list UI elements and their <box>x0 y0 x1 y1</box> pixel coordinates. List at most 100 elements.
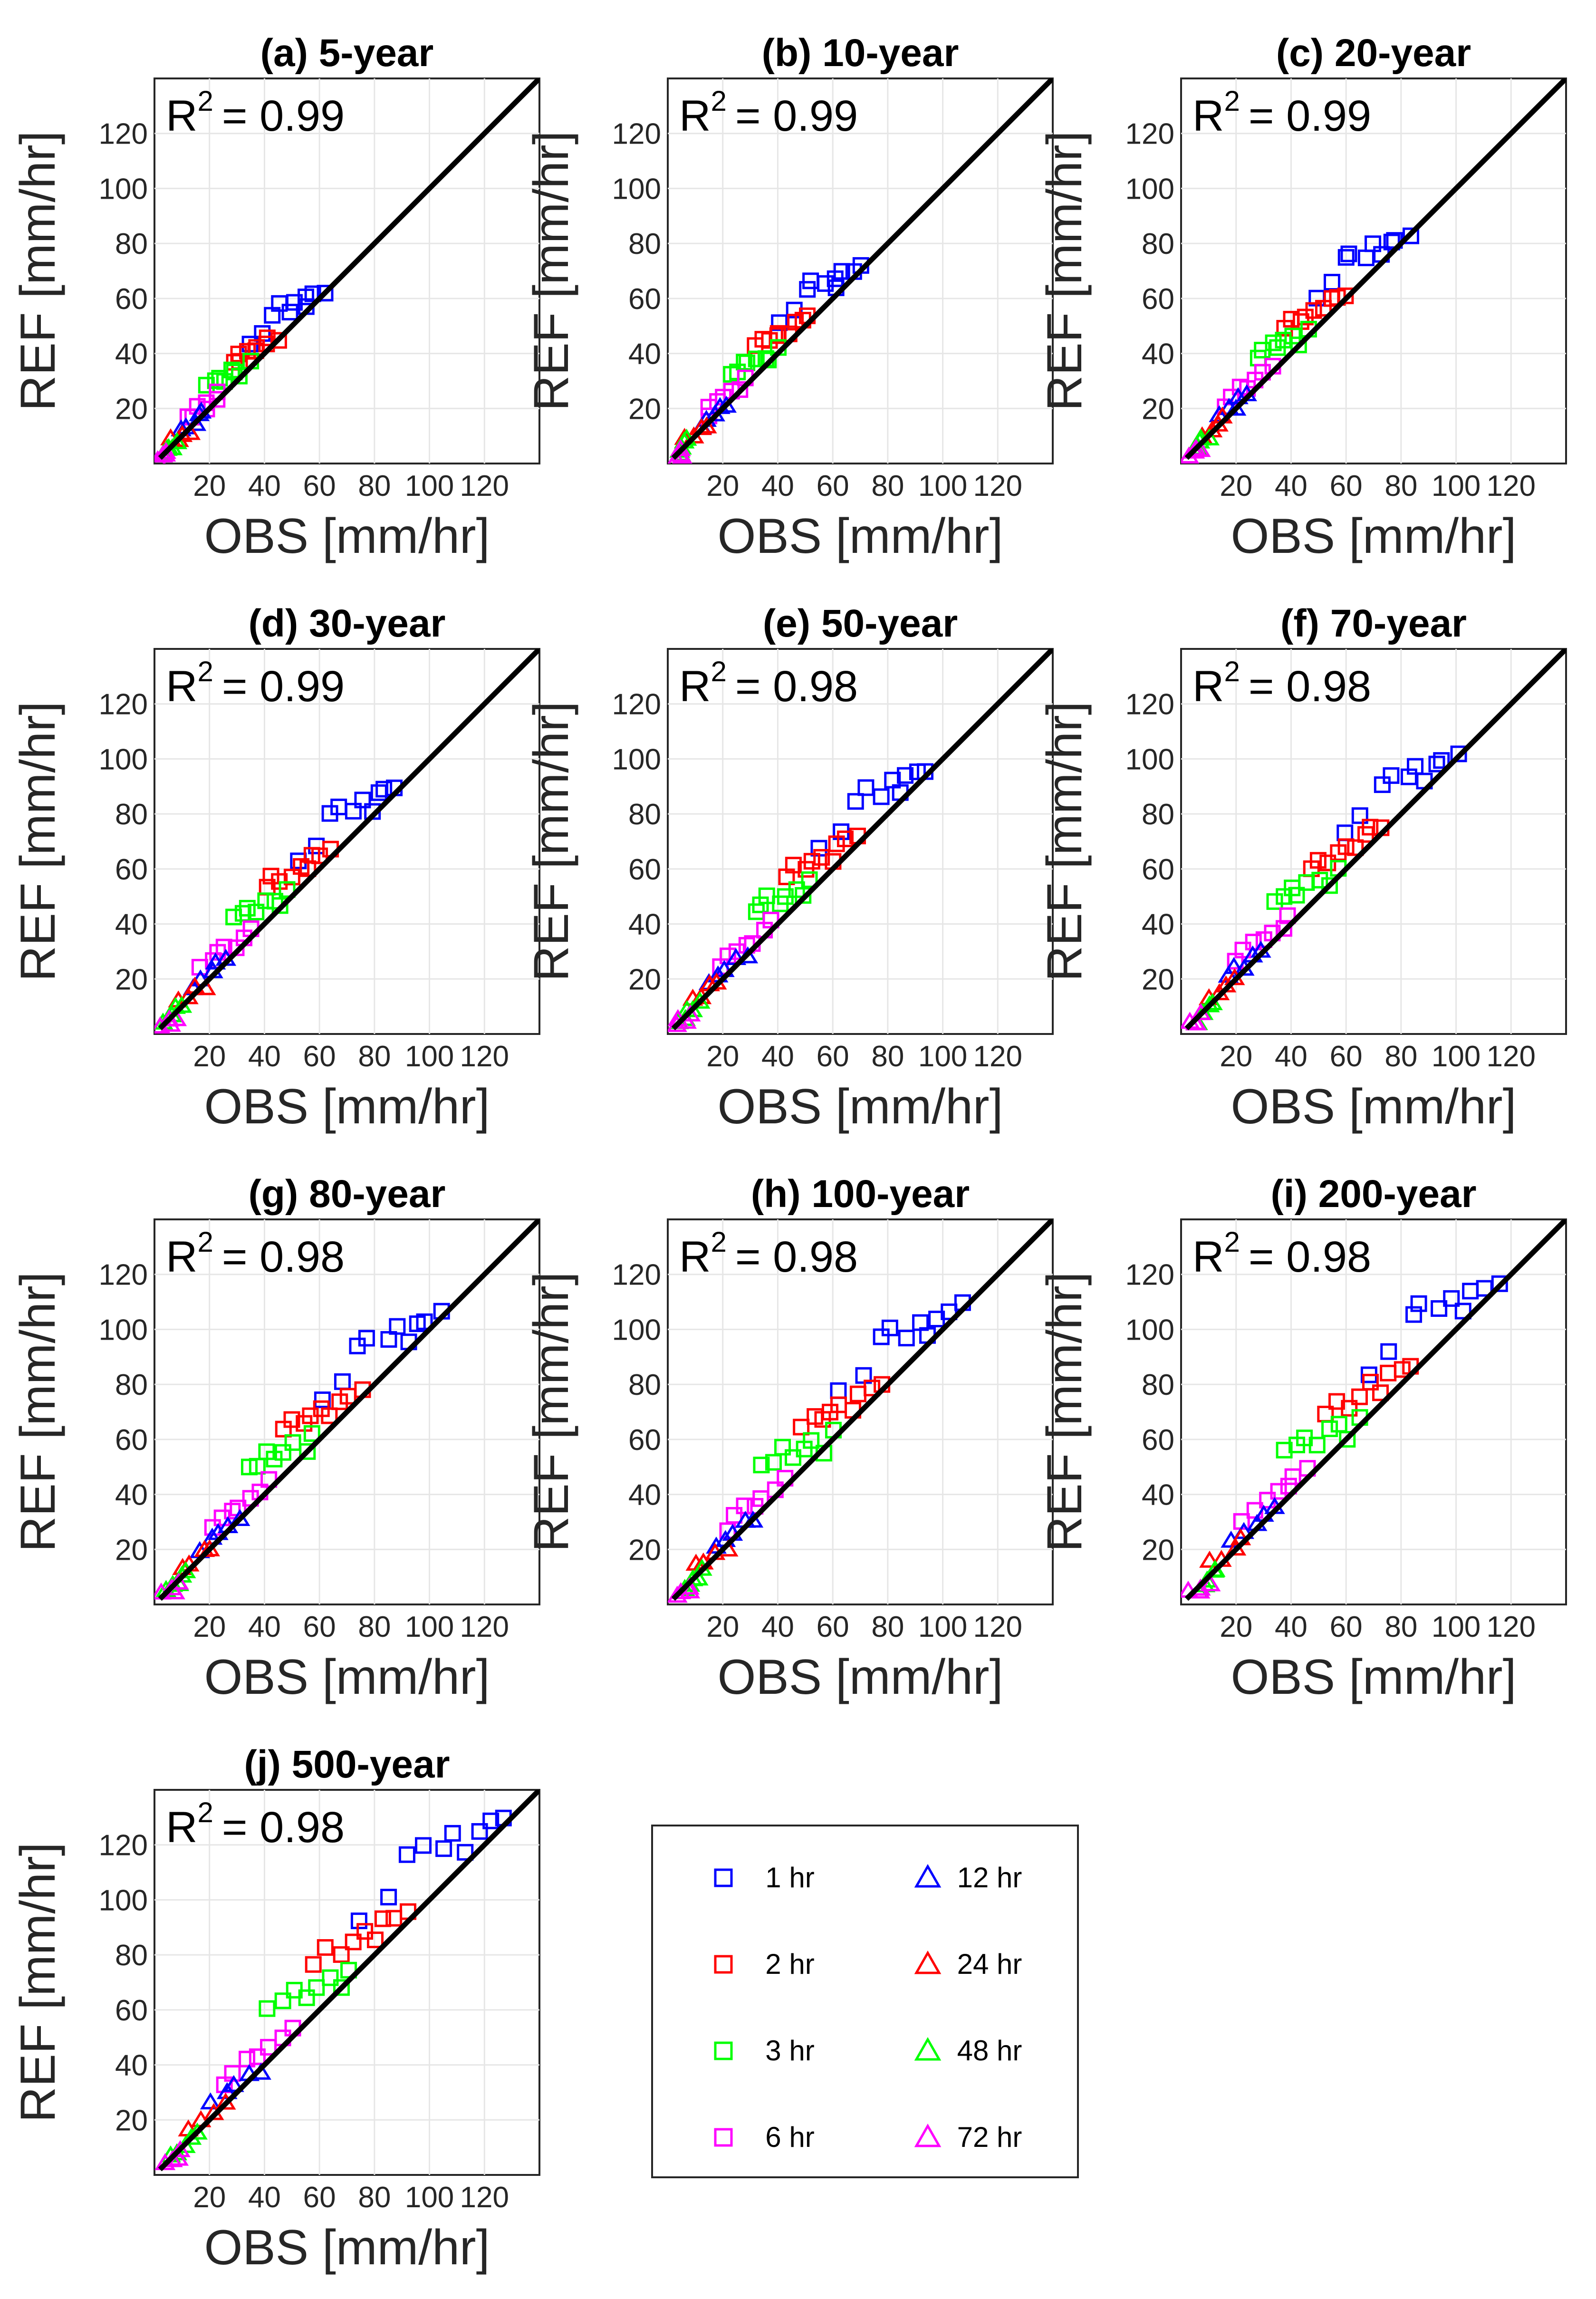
data-point <box>1372 1384 1389 1401</box>
data-point <box>748 350 765 367</box>
data-point <box>317 285 334 302</box>
legend-label: 2 hr <box>765 1948 814 1980</box>
r-squared-label: R2 = 0.98 <box>679 656 858 711</box>
data-point <box>1337 287 1354 304</box>
data-point <box>259 2000 276 2017</box>
x-tick-label: 40 <box>1275 1611 1308 1643</box>
panel-title: (a) 5-year <box>260 31 434 75</box>
x-axis-label: OBS [mm/hr] <box>718 1079 1003 1134</box>
y-axis-label: REF [mm/hr] <box>10 1842 66 2122</box>
r-squared-label: R2 = 0.98 <box>1192 656 1371 711</box>
data-point <box>1321 1420 1338 1437</box>
x-tick-label: 100 <box>405 470 454 502</box>
r-squared-value: = 0.98 <box>1249 662 1371 711</box>
one-to-one-line <box>671 1219 1053 1601</box>
panel-title: (g) 80-year <box>249 1172 446 1216</box>
data-point <box>223 2075 244 2092</box>
y-tick-label: 20 <box>115 963 148 996</box>
y-axis-label: REF [mm/hr] <box>524 701 579 981</box>
x-tick-label: 100 <box>405 1040 454 1073</box>
y-tick-label: 120 <box>99 688 148 721</box>
x-tick-label: 20 <box>706 1040 739 1073</box>
data-point <box>262 868 279 885</box>
y-tick-label: 80 <box>628 1369 661 1401</box>
data-point <box>726 1507 743 1524</box>
r-squared-symbol: R <box>166 92 197 140</box>
data-point <box>249 2048 266 2065</box>
data-point <box>847 793 864 810</box>
data-point <box>1362 1373 1379 1391</box>
data-point <box>345 1933 362 1951</box>
y-tick-label: 20 <box>628 1534 661 1566</box>
y-tick-label: 80 <box>115 228 148 261</box>
x-axis-label: OBS [mm/hr] <box>1231 1079 1517 1134</box>
data-point <box>225 908 242 926</box>
panel-title: (f) 70-year <box>1280 602 1467 645</box>
data-point <box>774 1439 791 1456</box>
y-axis-label: REF [mm/hr] <box>1037 1272 1092 1552</box>
legend-square-marker <box>714 1955 733 1974</box>
r-squared-value: = 0.98 <box>735 1233 858 1281</box>
legend-entry: 24 hr <box>914 1948 1022 1980</box>
data-point <box>1362 819 1379 836</box>
r-squared-exponent: 2 <box>711 1226 726 1258</box>
x-tick-label: 20 <box>1220 1040 1252 1073</box>
x-tick-label: 20 <box>193 470 226 502</box>
x-tick-label: 120 <box>1487 470 1536 502</box>
data-point <box>189 398 206 415</box>
data-point <box>817 275 834 292</box>
r-squared-label: R2 = 0.98 <box>1192 1226 1371 1281</box>
x-tick-label: 40 <box>1275 470 1308 502</box>
legend-label: 6 hr <box>765 2121 814 2153</box>
x-tick-label: 60 <box>817 470 849 502</box>
data-point <box>1284 1468 1301 1485</box>
y-tick-label: 100 <box>612 1314 661 1346</box>
data-point <box>873 1328 890 1345</box>
y-tick-label: 120 <box>1125 1259 1174 1292</box>
data-point <box>1365 235 1382 252</box>
y-axis-label: REF [mm/hr] <box>10 131 66 411</box>
data-point <box>286 294 303 311</box>
data-point <box>266 893 283 910</box>
legend-square-marker <box>714 2041 733 2060</box>
data-point <box>1319 854 1336 871</box>
data-point <box>1265 334 1282 351</box>
r-squared-exponent: 2 <box>711 656 726 687</box>
data-point <box>1491 1275 1508 1292</box>
data-point <box>799 281 816 298</box>
x-tick-label: 40 <box>248 470 281 502</box>
data-point <box>1339 1431 1356 1448</box>
r-squared-label: R2 = 0.98 <box>679 1226 858 1281</box>
data-point <box>1351 1388 1368 1405</box>
r-squared-label: R2 = 0.99 <box>166 656 345 711</box>
data-point <box>284 1434 301 1451</box>
data-point <box>786 301 803 319</box>
data-point <box>333 1979 350 1996</box>
y-tick-label: 80 <box>115 1369 148 1401</box>
data-region <box>668 1219 1053 1603</box>
data-point <box>231 367 248 385</box>
x-axis-label: OBS [mm/hr] <box>204 1650 490 1705</box>
data-point <box>793 1419 810 1436</box>
data-point <box>380 1331 397 1348</box>
data-point <box>1309 852 1327 869</box>
r-squared-value: = 0.98 <box>222 1803 345 1852</box>
r-squared-symbol: R <box>1192 1233 1224 1281</box>
r-squared-exponent: 2 <box>1224 656 1240 687</box>
x-tick-label: 100 <box>918 1611 967 1643</box>
y-tick-label: 40 <box>115 338 148 371</box>
y-tick-label: 60 <box>628 853 661 886</box>
data-point <box>679 1581 701 1599</box>
data-point <box>249 1458 266 1475</box>
one-to-one-line <box>158 1790 539 2172</box>
data-point <box>275 1420 292 1438</box>
panel-title: (i) 200-year <box>1270 1172 1476 1216</box>
y-tick-label: 60 <box>115 1424 148 1457</box>
data-point <box>283 1411 300 1428</box>
data-point <box>1351 807 1368 824</box>
x-tick-label: 20 <box>1220 1611 1252 1643</box>
legend-entry: 1 hr <box>714 1862 815 1893</box>
data-point <box>1337 249 1355 266</box>
